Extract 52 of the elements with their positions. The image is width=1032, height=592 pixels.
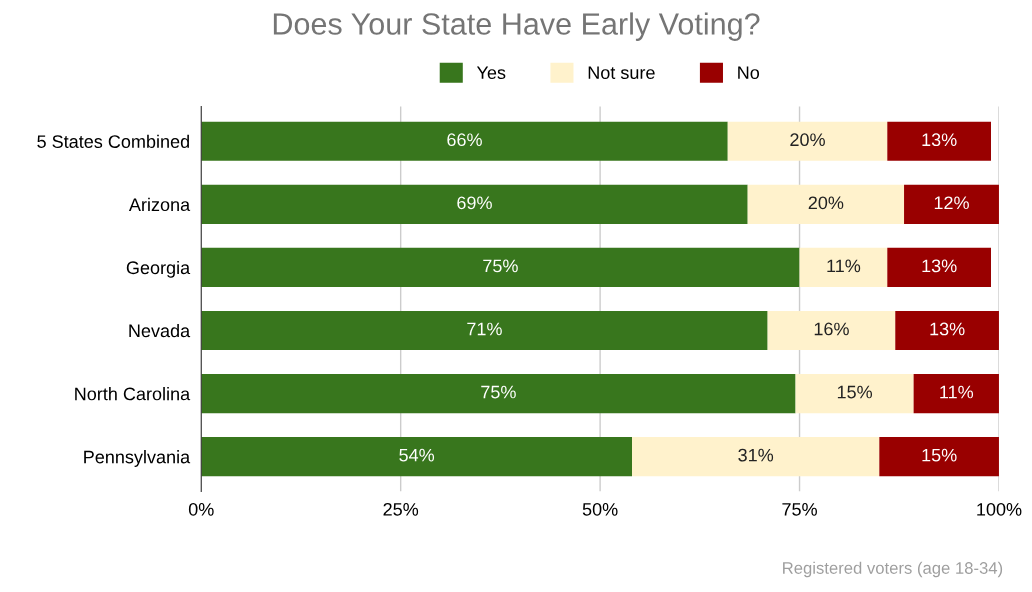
bar — [904, 184, 999, 224]
data-label: 11% — [827, 259, 861, 273]
bar — [887, 121, 991, 161]
bar — [632, 437, 880, 477]
legend-label: Yes — [476, 66, 506, 80]
legend-label: Not sure — [588, 66, 655, 80]
bar — [799, 247, 888, 287]
data-label: 15% — [837, 385, 873, 399]
data-label: 66% — [447, 133, 482, 147]
y-tick-label: Nevada — [129, 323, 191, 338]
bar — [767, 310, 896, 351]
data-label: 54% — [399, 448, 435, 462]
x-tick-label: 50% — [582, 502, 618, 516]
bar — [201, 184, 748, 224]
bar — [879, 437, 999, 477]
y-tick-label: Georgia — [126, 260, 191, 278]
data-label: 11% — [940, 385, 974, 399]
y-tick-label: Arizona — [128, 197, 191, 212]
data-label: 20% — [808, 196, 844, 210]
bar — [201, 310, 768, 351]
legend-label: No — [738, 66, 760, 80]
x-tick-label: 25% — [383, 502, 419, 516]
text: Registered voters (age 18-34) — [783, 561, 1003, 578]
data-label: 12% — [934, 196, 969, 210]
x-tick-label: 100% — [977, 502, 1022, 516]
chart-title: Does Your State Have Early Voting? — [273, 12, 760, 41]
bar — [913, 374, 999, 414]
data-label: 69% — [457, 196, 492, 210]
bar — [887, 247, 991, 287]
bar — [895, 310, 999, 351]
bar — [201, 374, 796, 414]
bar — [201, 121, 728, 161]
y-tick-label: North Carolina — [75, 387, 191, 401]
data-label: 75% — [481, 385, 516, 399]
bar — [795, 374, 914, 414]
data-label: 20% — [790, 133, 825, 147]
data-label: 31% — [738, 448, 774, 462]
data-label: 13% — [922, 259, 957, 273]
data-label: 16% — [814, 322, 849, 336]
y-tick-label: Pennsylvania — [84, 450, 191, 467]
data-label: 13% — [930, 322, 965, 336]
x-tick-label: 0% — [188, 502, 214, 516]
bar — [747, 184, 905, 224]
data-label: 75% — [483, 259, 518, 273]
x-tick-label: 75% — [782, 503, 817, 516]
bar — [727, 121, 888, 161]
data-label: 13% — [922, 133, 957, 147]
data-label: 15% — [922, 448, 957, 462]
data-label: 71% — [467, 322, 502, 336]
bar — [201, 437, 633, 477]
bar — [201, 247, 800, 287]
y-tick-label: 5 States Combined — [37, 134, 189, 148]
